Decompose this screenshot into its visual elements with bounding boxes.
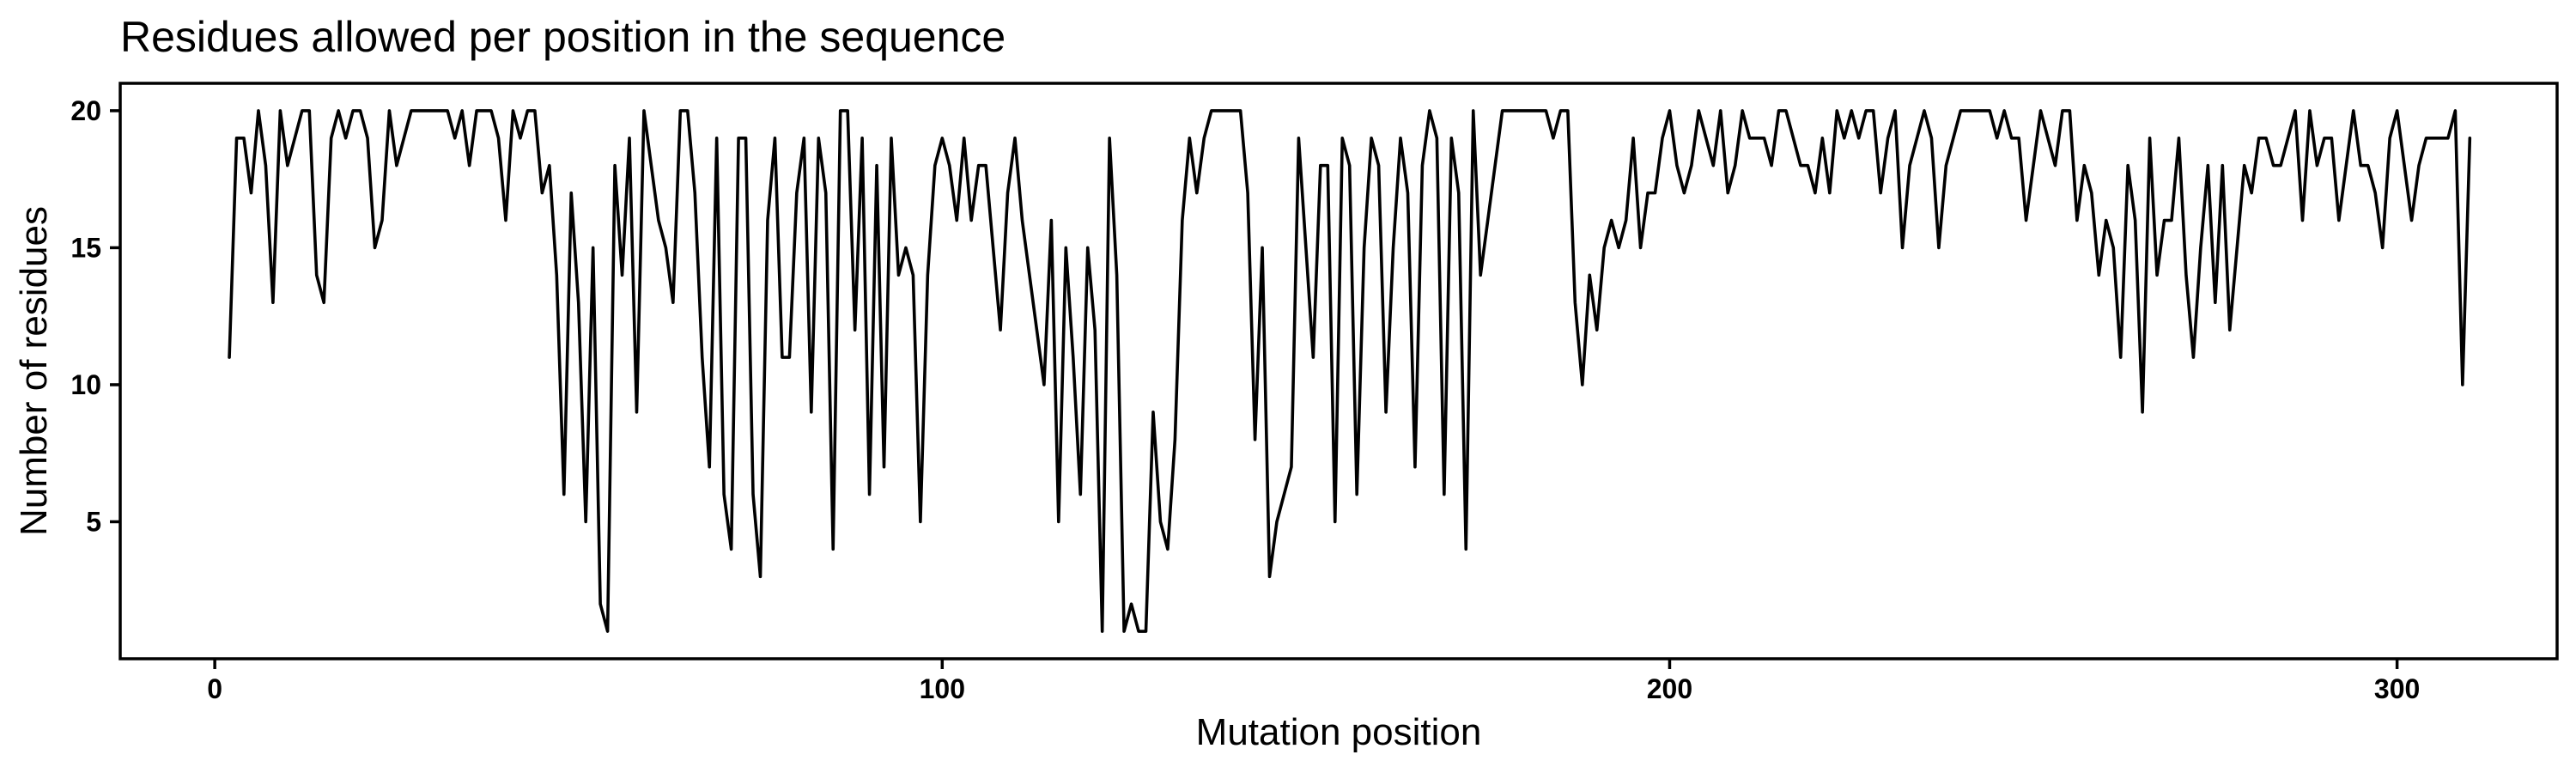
x-axis: 0 100 200 300: [207, 659, 2420, 704]
x-tick-label: 200: [1647, 673, 1692, 704]
y-tick-label: 15: [70, 232, 101, 263]
chart-title: Residues allowed per position in the seq…: [120, 13, 1005, 61]
y-tick-label: 10: [70, 369, 101, 400]
y-tick-label: 20: [70, 95, 101, 126]
series-line-residue-count: [228, 109, 2472, 633]
plot-area-frame: [118, 82, 2559, 660]
x-tick-label: 100: [920, 673, 965, 704]
x-tick-label: 0: [207, 673, 222, 704]
x-tick-label: 300: [2374, 673, 2420, 704]
y-tick-label: 5: [86, 506, 101, 537]
x-axis-label: Mutation position: [1196, 711, 1482, 753]
y-axis-label: Number of residues: [13, 206, 55, 536]
y-axis: 5 10 15 20: [70, 95, 120, 537]
